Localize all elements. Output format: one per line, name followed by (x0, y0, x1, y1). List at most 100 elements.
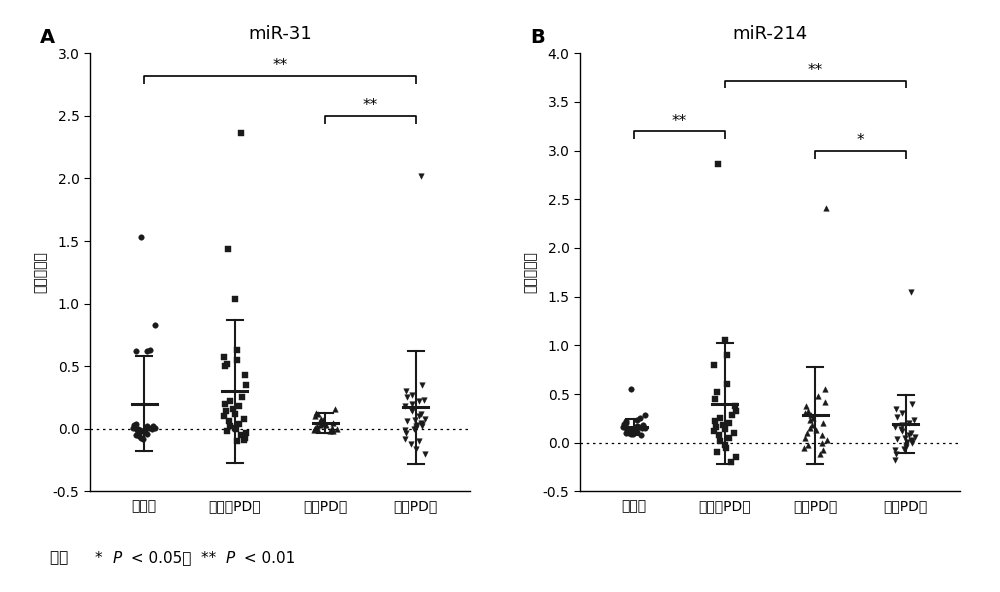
Point (812, 450, 828, 459)
Point (229, 355, 245, 365)
Point (894, 420, 910, 430)
Point (817, 397, 833, 407)
Point (139, 346, 155, 356)
Point (894, 426, 910, 436)
Point (817, 384, 833, 394)
Point (717, 424, 733, 434)
Point (796, 443, 812, 452)
Point (632, 414, 648, 423)
Point (715, 420, 731, 430)
Text: < 0.05，: < 0.05， (126, 551, 201, 565)
Point (407, 415, 423, 424)
Point (312, 420, 328, 430)
Point (139, 429, 155, 439)
Point (798, 401, 814, 410)
Point (142, 345, 158, 355)
Text: P: P (226, 551, 235, 565)
Point (712, 414, 728, 423)
Text: P: P (113, 551, 122, 565)
Point (899, 437, 915, 446)
Point (130, 424, 146, 433)
Text: A: A (40, 28, 55, 47)
Point (229, 345, 245, 355)
Point (314, 419, 330, 429)
Point (718, 443, 734, 452)
Point (727, 401, 743, 410)
Point (219, 427, 235, 436)
Point (229, 436, 245, 446)
Point (414, 380, 430, 390)
Point (903, 287, 919, 297)
Point (237, 433, 253, 442)
Point (721, 433, 737, 443)
Point (398, 387, 414, 396)
Point (228, 424, 244, 433)
Text: **: ** (363, 98, 378, 114)
Point (619, 424, 635, 434)
Point (904, 399, 920, 408)
Point (635, 420, 651, 430)
Point (888, 450, 904, 459)
Point (318, 420, 334, 430)
Point (629, 422, 645, 431)
Point (128, 430, 144, 440)
Point (417, 414, 433, 423)
Point (398, 428, 414, 437)
Point (802, 423, 818, 433)
Point (325, 418, 341, 427)
Point (621, 428, 637, 437)
Point (238, 428, 254, 437)
Point (819, 435, 835, 445)
Point (724, 411, 740, 420)
Point (307, 423, 323, 432)
Point (310, 409, 326, 419)
Point (126, 420, 142, 430)
Text: *: * (95, 551, 108, 565)
Point (133, 233, 149, 242)
Point (227, 294, 243, 303)
Point (901, 430, 917, 440)
Point (128, 346, 144, 356)
Point (717, 440, 733, 449)
Point (132, 425, 148, 435)
Point (128, 419, 144, 429)
Point (133, 433, 149, 442)
Point (238, 380, 254, 390)
Point (893, 424, 909, 434)
Point (233, 430, 249, 440)
Point (397, 425, 413, 435)
Point (710, 159, 726, 169)
Point (125, 423, 141, 432)
Point (409, 420, 425, 430)
Point (233, 128, 249, 138)
Point (307, 411, 323, 421)
Point (814, 438, 830, 448)
Point (627, 426, 643, 436)
Point (707, 394, 723, 404)
Point (808, 425, 824, 435)
Point (719, 379, 735, 389)
Point (898, 440, 914, 449)
Point (325, 427, 341, 436)
Point (147, 320, 163, 330)
Point (219, 359, 235, 368)
Text: **: ** (808, 63, 823, 78)
Point (306, 425, 322, 435)
Point (131, 432, 147, 441)
Point (231, 419, 247, 429)
Point (144, 424, 160, 433)
Point (802, 416, 818, 425)
Point (141, 423, 157, 432)
Point (637, 411, 653, 420)
Point (800, 440, 816, 449)
Point (135, 434, 151, 443)
Point (887, 455, 903, 465)
Point (411, 397, 427, 406)
Point (901, 419, 917, 428)
Point (227, 409, 243, 419)
Point (413, 418, 429, 427)
Point (227, 423, 243, 432)
Point (145, 422, 161, 431)
Point (906, 416, 922, 425)
Point (399, 392, 415, 402)
